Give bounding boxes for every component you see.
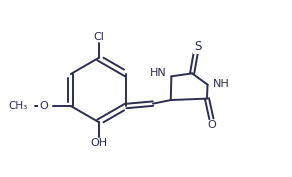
Text: NH: NH (213, 79, 230, 89)
Text: O: O (39, 101, 48, 111)
Text: OH: OH (90, 138, 107, 148)
Text: HN: HN (150, 68, 167, 78)
Text: S: S (194, 40, 201, 53)
Text: CH₃: CH₃ (8, 101, 28, 111)
Text: Cl: Cl (93, 32, 104, 42)
Text: O: O (207, 120, 216, 130)
